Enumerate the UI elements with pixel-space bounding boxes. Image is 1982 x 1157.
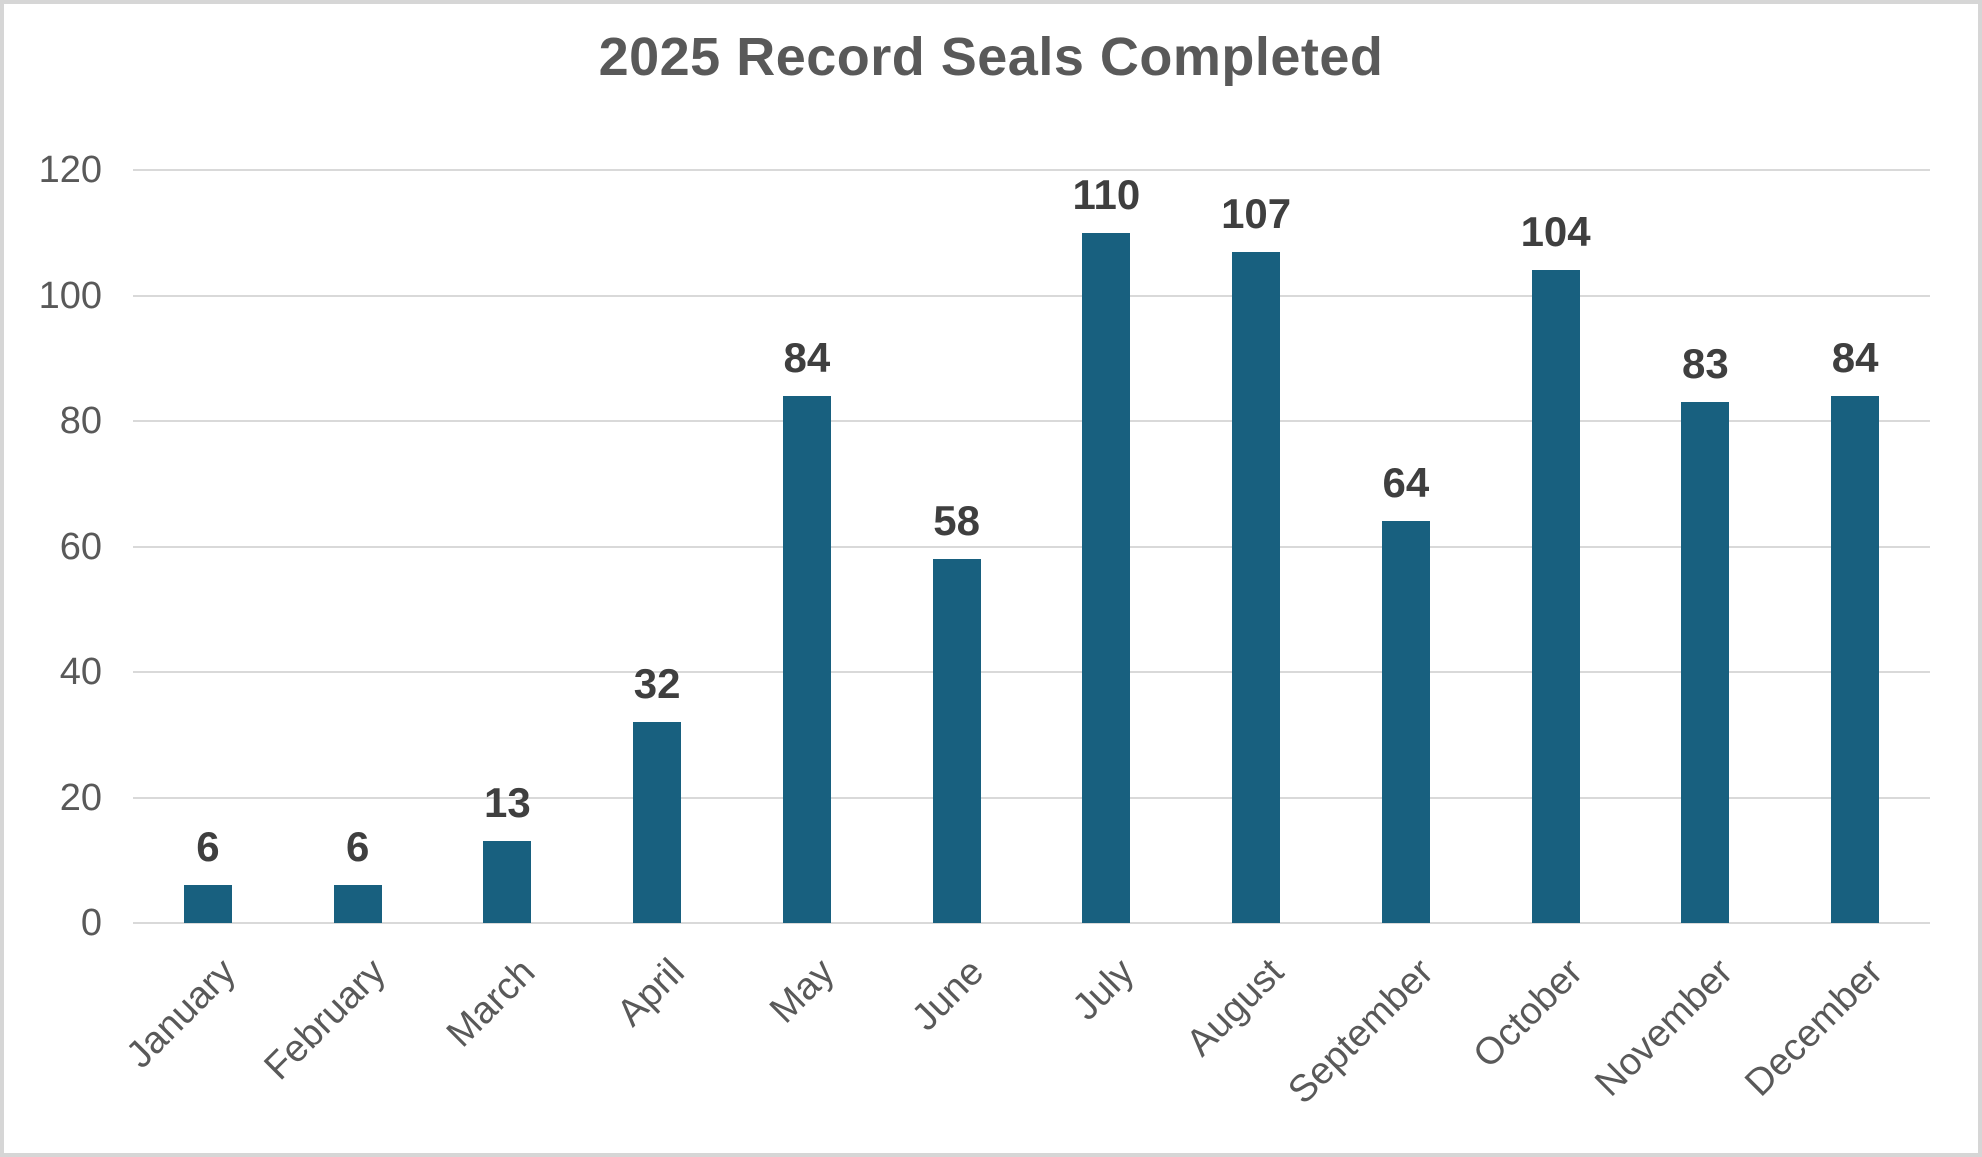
x-tick-label-july: July: [1064, 951, 1143, 1029]
x-tick-label-november: November: [1587, 951, 1742, 1105]
y-tick-label-100: 100: [38, 274, 102, 317]
y-tick-label-0: 0: [80, 902, 102, 944]
x-tick-label-april: April: [609, 951, 693, 1035]
x-tick-label-october: October: [1466, 951, 1592, 1077]
bar-value-label-june: 58: [933, 497, 980, 545]
y-tick-label-120: 120: [38, 149, 102, 191]
bar-value-label-october: 104: [1520, 208, 1591, 256]
gridline-y-120: [133, 169, 1930, 171]
bar-september: [1381, 521, 1430, 923]
y-tick-label-20: 20: [59, 776, 102, 819]
gridline-y-80: [133, 420, 1930, 422]
plot-area: 6 6 13 32 84 58 110 107 64 104 83 84: [133, 169, 1930, 924]
y-tick-label-40: 40: [59, 651, 102, 693]
bar-april: [633, 722, 682, 923]
bar-february: [333, 885, 382, 923]
bar-value-label-april: 32: [633, 660, 681, 708]
bar-value-label-september: 64: [1382, 459, 1430, 507]
x-tick-label-december: December: [1737, 951, 1891, 1105]
bar-value-label-november: 83: [1682, 340, 1729, 388]
x-tick-label-june: June: [904, 951, 993, 1039]
bar-january: [183, 885, 232, 923]
bar-value-label-august: 107: [1221, 189, 1292, 237]
bar-value-label-february: 6: [345, 823, 370, 871]
x-tick-label-february: February: [256, 951, 394, 1089]
x-tick-label-may: May: [762, 951, 843, 1032]
x-tick-label-august: August: [1178, 951, 1292, 1065]
bar-value-label-december: 84: [1831, 333, 1879, 381]
y-axis: 0 20 40 60 80 100 120: [4, 149, 102, 944]
bar-value-label-march: 13: [484, 779, 531, 827]
bar-value-label-may: 84: [783, 333, 831, 381]
gridline-y-20: [133, 796, 1930, 799]
bar-august: [1232, 251, 1281, 923]
x-tick-label-march: March: [438, 951, 544, 1056]
bar-may: [782, 395, 831, 923]
bar-october: [1531, 270, 1580, 923]
gridline-y-40: [133, 671, 1930, 673]
bar-july: [1082, 232, 1131, 923]
gridline-y-100: [133, 294, 1930, 297]
x-tick-label-september: September: [1280, 951, 1442, 1113]
bar-november: [1681, 402, 1730, 923]
bar-value-label-january: 6: [196, 823, 220, 871]
gridline-y-0: [133, 922, 1930, 924]
y-tick-label-80: 80: [59, 400, 102, 442]
chart-title: 2025 Record Seals Completed: [598, 27, 1384, 87]
bar-march: [483, 841, 532, 923]
gridline-y-60: [133, 545, 1930, 548]
x-tick-label-january: January: [118, 951, 244, 1077]
x-axis: January February March April May June July Augu…: [118, 923, 1930, 1157]
bar-june: [932, 559, 981, 923]
y-tick-label-60: 60: [59, 525, 102, 568]
bar-value-label-july: 110: [1072, 170, 1141, 218]
bar-december: [1831, 395, 1880, 923]
